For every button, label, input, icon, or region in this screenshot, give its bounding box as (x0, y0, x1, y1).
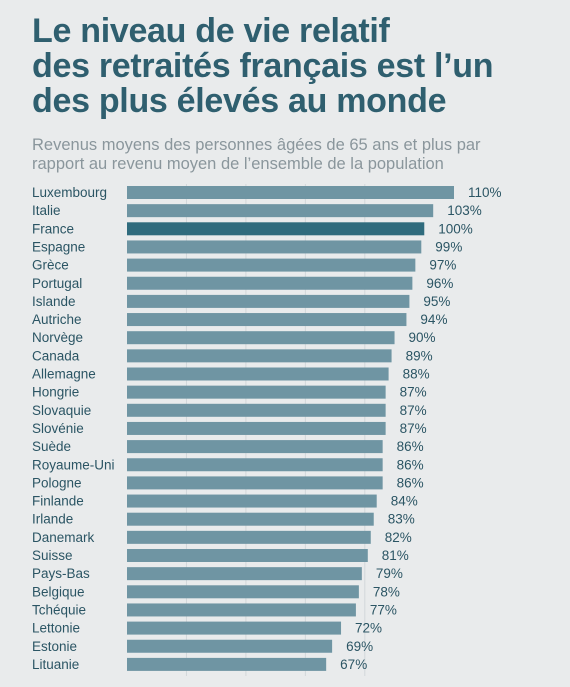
category-label-3: Espagne (32, 239, 85, 254)
value-label-17: 84% (391, 494, 418, 509)
category-label-12: Slovaquie (32, 403, 91, 418)
bar-16 (127, 476, 383, 490)
value-label-23: 77% (370, 602, 397, 617)
category-label-5: Portugal (32, 276, 82, 291)
bar-4 (127, 258, 416, 272)
category-label-11: Hongrie (32, 385, 79, 400)
bar-2 (127, 222, 425, 236)
bar-20 (127, 549, 368, 562)
category-label-22: Belgique (32, 584, 85, 599)
bar-19 (127, 530, 371, 544)
value-label-26: 67% (340, 657, 367, 672)
bar-25 (127, 639, 333, 653)
value-label-10: 88% (403, 367, 430, 382)
category-label-20: Suisse (32, 548, 73, 563)
bar-1 (127, 204, 434, 218)
title-line-3: des plus élevés au monde (32, 82, 447, 120)
category-label-23: Tchéquie (32, 602, 86, 617)
value-label-15: 86% (397, 457, 424, 472)
bar-9 (127, 349, 392, 363)
value-label-6: 95% (423, 294, 450, 309)
category-label-15: Royaume-Uni (32, 457, 115, 472)
value-label-20: 81% (382, 548, 409, 563)
value-label-2: 100% (438, 221, 473, 236)
category-label-4: Grèce (32, 258, 69, 273)
value-label-21: 79% (376, 566, 403, 581)
category-label-10: Allemagne (32, 367, 96, 382)
bar-18 (127, 512, 374, 526)
value-label-5: 96% (426, 276, 453, 291)
value-label-7: 94% (420, 312, 447, 327)
bar-26 (127, 657, 327, 671)
bar-15 (127, 458, 383, 472)
title-line-2: des retraités français est l’un (32, 47, 494, 85)
value-label-13: 87% (400, 421, 427, 436)
value-label-22: 78% (373, 584, 400, 599)
bar-13 (127, 421, 386, 435)
bar-7 (127, 313, 407, 327)
category-label-17: Finlande (32, 494, 84, 509)
category-label-8: Norvège (32, 330, 83, 345)
category-label-24: Lettonie (32, 621, 80, 636)
chart-title: Le niveau de vie relatif des retraités f… (32, 14, 562, 119)
value-label-24: 72% (355, 621, 382, 636)
value-label-16: 86% (397, 475, 424, 490)
value-label-9: 89% (406, 348, 433, 363)
value-label-3: 99% (435, 239, 462, 254)
title-line-1: Le niveau de vie relatif (32, 12, 390, 50)
value-label-12: 87% (400, 403, 427, 418)
category-label-18: Irlande (32, 512, 73, 527)
value-label-19: 82% (385, 530, 412, 545)
bar-3 (127, 240, 422, 254)
category-label-9: Canada (32, 348, 80, 363)
bar-12 (127, 403, 386, 417)
category-label-25: Estonie (32, 639, 77, 654)
bar-8 (127, 331, 395, 345)
category-label-26: Lituanie (32, 657, 79, 672)
category-label-2: France (32, 221, 74, 236)
bar-6 (127, 294, 410, 308)
bar-10 (127, 367, 389, 381)
category-label-19: Danemark (32, 530, 95, 545)
bar-23 (127, 603, 356, 617)
bar-21 (127, 567, 362, 581)
bar-0 (127, 186, 454, 199)
subtitle-line-2: rapport au revenu moyen de l’ensemble de… (32, 155, 444, 173)
category-label-0: Luxembourg (32, 185, 107, 200)
bar-17 (127, 494, 377, 508)
bar-14 (127, 440, 383, 454)
value-label-25: 69% (346, 639, 373, 654)
bar-5 (127, 276, 413, 290)
value-label-0: 110% (468, 185, 502, 200)
bar-11 (127, 385, 386, 399)
category-label-1: Italie (32, 203, 61, 218)
chart-subtitle: Revenus moyens des personnes âgées de 65… (32, 136, 562, 174)
value-label-8: 90% (409, 330, 436, 345)
category-label-16: Pologne (32, 475, 82, 490)
value-label-18: 83% (388, 512, 415, 527)
value-label-4: 97% (429, 258, 456, 273)
value-label-1: 103% (447, 203, 482, 218)
category-label-7: Autriche (32, 312, 82, 327)
category-label-13: Slovénie (32, 421, 84, 436)
bar-22 (127, 585, 359, 599)
value-label-11: 87% (400, 385, 427, 400)
bar-24 (127, 621, 342, 635)
category-label-14: Suède (32, 439, 71, 454)
value-label-14: 86% (397, 439, 424, 454)
subtitle-line-1: Revenus moyens des personnes âgées de 65… (32, 136, 481, 154)
category-label-6: Islande (32, 294, 76, 309)
category-label-21: Pays-Bas (32, 566, 90, 581)
